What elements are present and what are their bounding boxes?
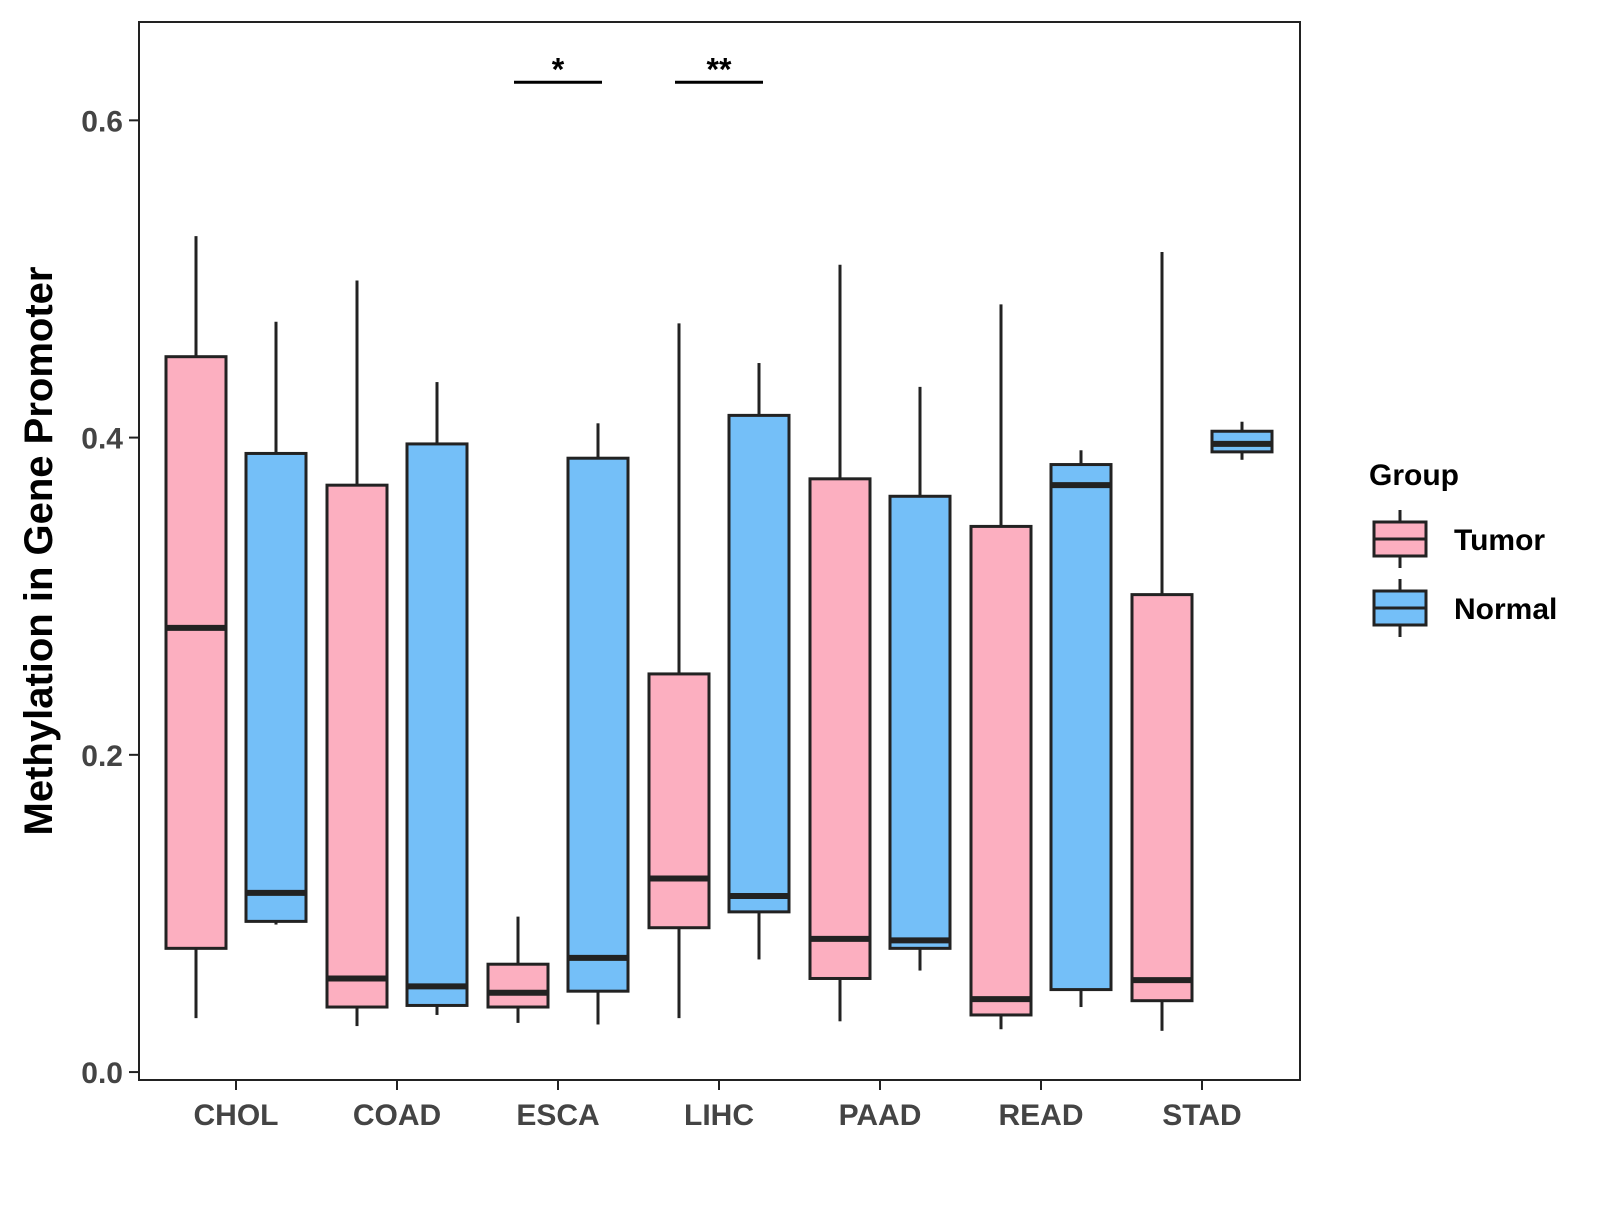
box-iqr <box>808 477 872 980</box>
x-tick-label-stad: STAD <box>1162 1099 1241 1132</box>
y-tick-label: 0.6 <box>81 105 123 138</box>
x-tick-label-esca: ESCA <box>516 1099 599 1132</box>
box-tumor-coad <box>325 280 389 1027</box>
box-normal-paad <box>888 386 952 971</box>
box-normal-stad <box>1210 421 1274 460</box>
box-iqr <box>486 962 550 1009</box>
x-tick-label-read: READ <box>998 1099 1083 1132</box>
x-tick-label-paad: PAAD <box>839 1099 922 1132</box>
box-iqr <box>164 355 228 950</box>
box-iqr <box>647 672 711 930</box>
box-normal-read <box>1049 450 1113 1008</box>
y-tick-label: 0.4 <box>81 423 123 456</box>
box-iqr <box>405 442 469 1007</box>
x-tick-label-coad: COAD <box>353 1099 441 1132</box>
box-tumor-lihc <box>647 323 711 1019</box>
box-tumor-chol <box>164 236 228 1019</box>
box-normal-lihc <box>727 363 791 960</box>
box-iqr <box>888 494 952 950</box>
legend-item-tumor: Tumor <box>1372 510 1545 568</box>
box-normal-chol <box>244 321 308 925</box>
panel-border <box>138 21 1301 1081</box>
y-axis-title: Methylation in Gene Promoter <box>17 267 61 836</box>
y-axis: 0.0 0.2 0.4 0.6 <box>81 105 139 1090</box>
x-tick-label-chol: CHOL <box>194 1099 279 1132</box>
legend-item-normal: Normal <box>1372 579 1557 637</box>
box-iqr <box>969 524 1033 1017</box>
boxes-layer <box>164 236 1274 1031</box>
legend: Group Tumor Normal <box>1369 459 1557 637</box>
y-tick-label: 0.0 <box>81 1057 123 1090</box>
box-iqr <box>244 451 308 923</box>
significance-annotations: * ** <box>514 51 763 87</box>
x-axis: CHOL COAD ESCA LIHC PAAD READ STAD <box>194 1080 1242 1132</box>
box-tumor-read <box>969 304 1033 1030</box>
box-iqr <box>1049 463 1113 992</box>
legend-label-normal: Normal <box>1454 593 1557 626</box>
box-normal-coad <box>405 382 469 1015</box>
x-tick-label-lihc: LIHC <box>684 1099 754 1132</box>
box-iqr <box>1130 593 1194 1003</box>
box-tumor-paad <box>808 264 872 1022</box>
box-tumor-esca <box>486 916 550 1023</box>
significance-label-esca: * <box>552 51 565 87</box>
box-iqr <box>727 413 791 914</box>
significance-label-lihc: ** <box>707 51 732 87</box>
legend-label-tumor: Tumor <box>1454 524 1545 557</box>
box-iqr <box>566 456 630 993</box>
box-tumor-stad <box>1130 252 1194 1031</box>
box-iqr <box>325 483 389 1009</box>
legend-title: Group <box>1369 459 1459 492</box>
y-tick-label: 0.2 <box>81 740 123 773</box>
box-normal-esca <box>566 423 630 1025</box>
